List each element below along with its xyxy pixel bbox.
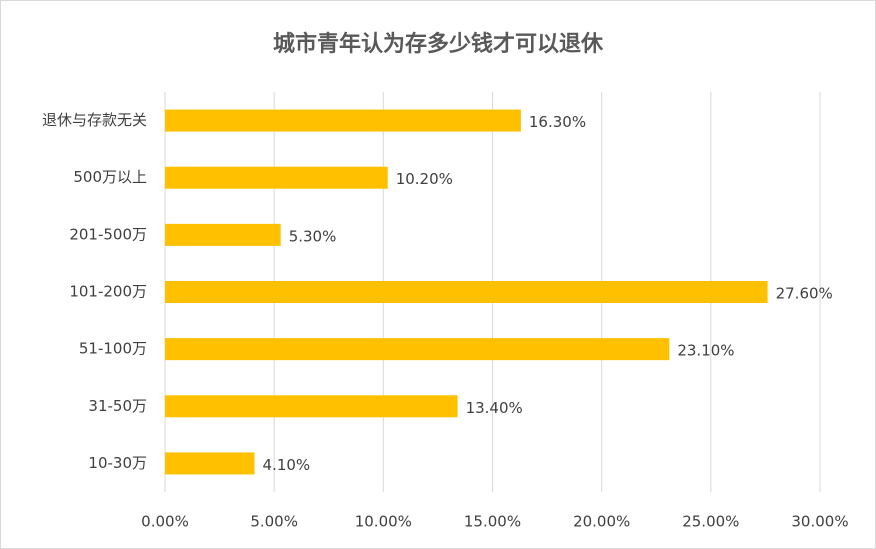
value-label: 13.40% (466, 399, 523, 417)
bar (165, 452, 255, 475)
x-tick-label: 5.00% (250, 513, 298, 531)
value-label: 27.60% (776, 285, 833, 303)
bar (165, 338, 670, 361)
value-label: 5.30% (289, 227, 337, 245)
y-tick-label: 201-500万 (69, 225, 147, 243)
chart-title: 城市青年认为存多少钱才可以退休 (273, 31, 604, 57)
y-tick-label: 10-30万 (88, 454, 147, 472)
value-label: 23.10% (677, 342, 734, 360)
bar (165, 166, 388, 189)
x-tick-label: 30.00% (791, 513, 848, 531)
bar (165, 281, 768, 303)
y-tick-label: 31-50万 (88, 397, 147, 415)
bar (165, 223, 281, 246)
bar (165, 109, 521, 132)
y-tick-label: 101-200万 (69, 283, 147, 301)
x-tick-label: 25.00% (682, 513, 739, 531)
y-tick-label: 51-100万 (79, 340, 147, 358)
x-tick-label: 15.00% (464, 513, 521, 531)
x-tick-label: 20.00% (573, 513, 630, 531)
value-label: 16.30% (529, 113, 586, 131)
y-tick-label: 500万以上 (73, 168, 147, 186)
y-tick-label: 退休与存款无关 (42, 111, 147, 129)
x-tick-label: 10.00% (355, 513, 412, 531)
bar (165, 395, 458, 418)
value-label: 10.20% (396, 170, 453, 188)
value-label: 4.10% (263, 456, 311, 474)
x-tick-label: 0.00% (141, 513, 189, 531)
